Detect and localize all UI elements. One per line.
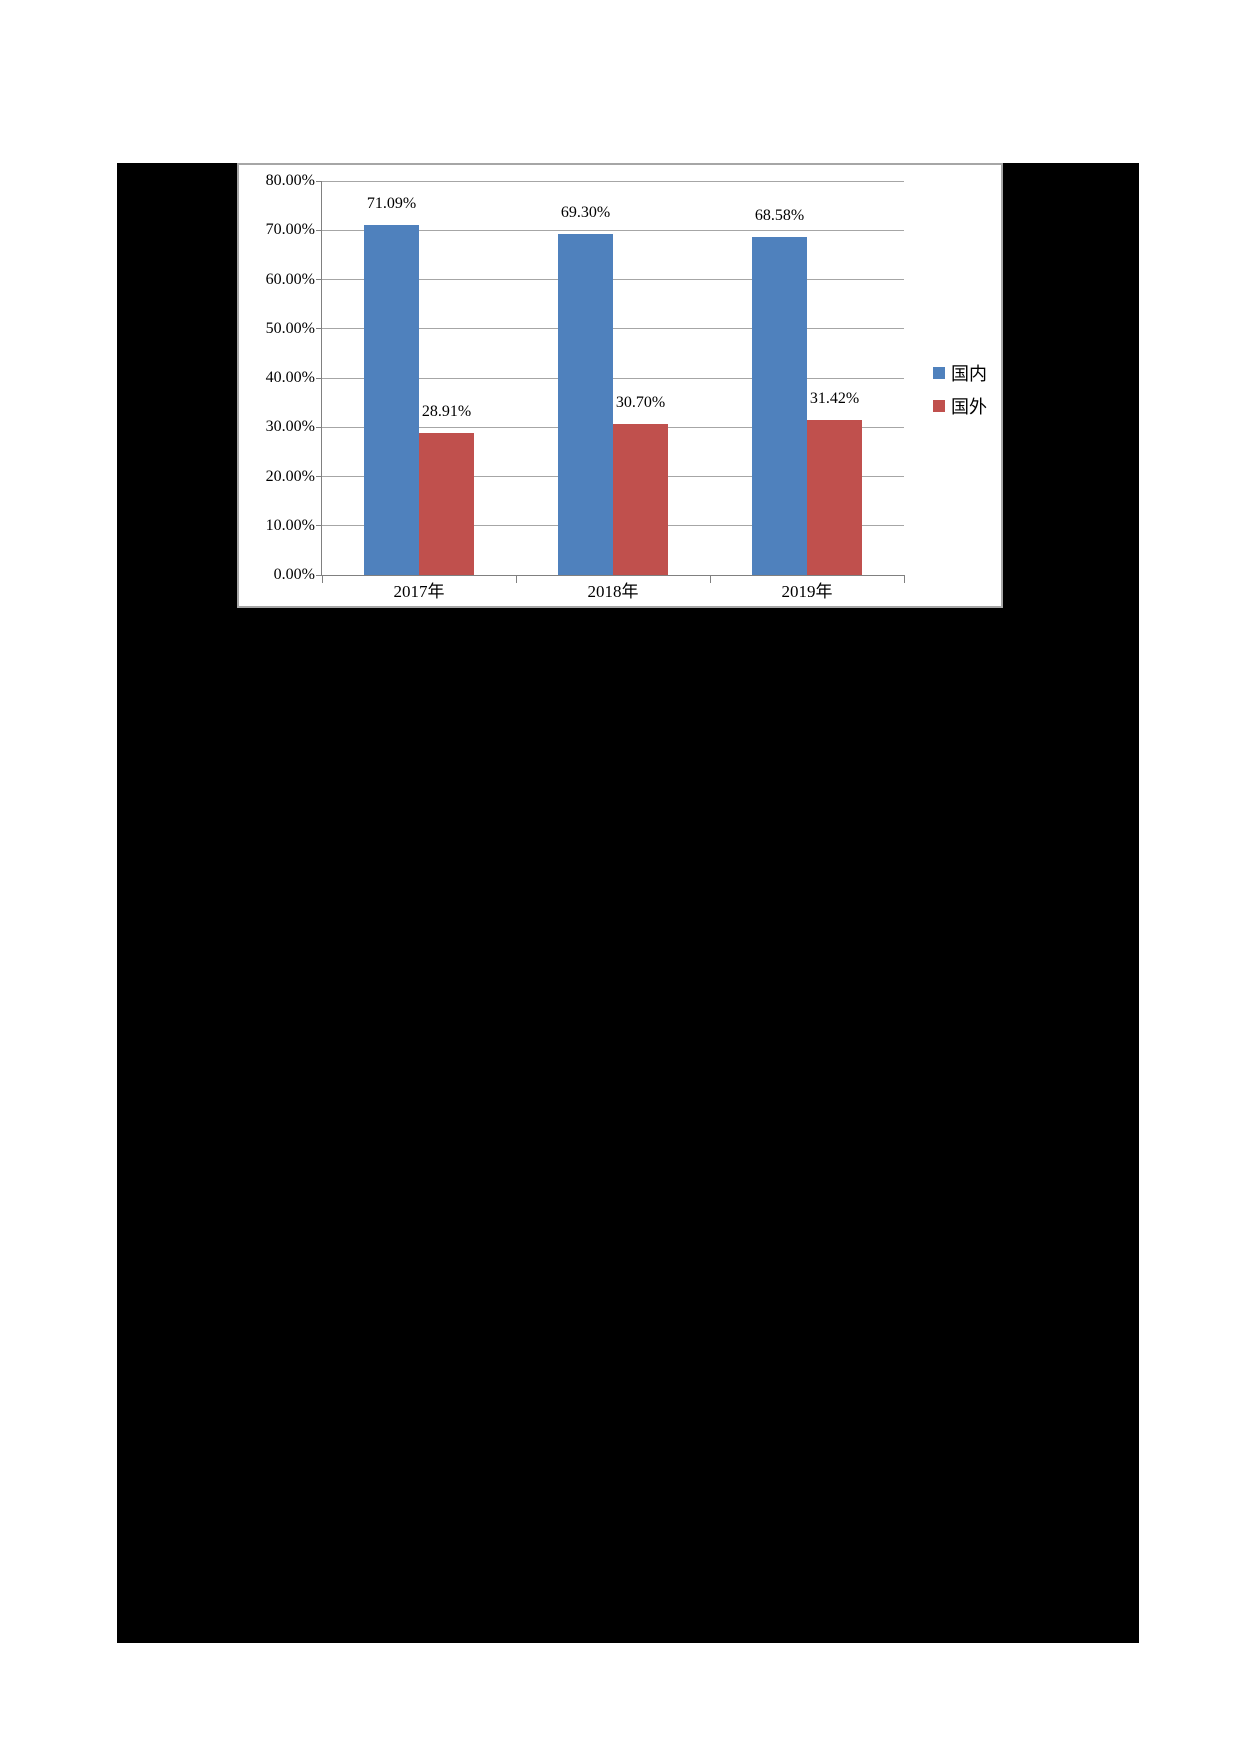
black-image-area: 0.00% 10.00% 20.00% 30.00% 40.00% 50.00% 60.00… (117, 163, 1139, 1643)
y-axis-tick-10 (316, 525, 322, 527)
y-axis-tick-60 (316, 279, 322, 280)
x-category-label-2018年: 2018年 (587, 582, 639, 601)
data-label-domestic-2018年: 69.30% (560, 203, 611, 221)
x-axis-tick-3 (903, 575, 905, 583)
bar-domestic-2018年 (558, 233, 613, 575)
plot-area: 0.00% 10.00% 20.00% 30.00% 40.00% 50.00% 60.00… (239, 165, 1001, 606)
data-label-overseas-2018年: 30.70% (615, 393, 666, 411)
y-tick-label-80: 80.00% (265, 172, 315, 189)
y-axis-line (321, 181, 322, 575)
legend-entry-overseas: 国外 (933, 396, 987, 417)
y-tick-label-40: 40.00% (265, 369, 315, 386)
chart-legend: 国内 国外 (933, 363, 987, 417)
bar-domestic-2017年 (364, 224, 419, 575)
y-axis-tick-20 (316, 476, 322, 477)
y-tick-label-50: 50.00% (265, 319, 315, 337)
y-tick-label-70: 70.00% (265, 221, 315, 239)
bar-overseas-2018年 (613, 423, 668, 575)
legend-label-overseas: 国外 (951, 397, 987, 417)
y-axis-tick-40 (316, 377, 322, 379)
y-tick-label-60: 60.00% (265, 270, 315, 288)
x-category-label-2017年: 2017年 (393, 582, 445, 601)
x-axis-tick-1 (515, 575, 517, 583)
legend-swatch-domestic (933, 367, 945, 379)
y-tick-label-20: 20.00% (265, 467, 315, 485)
data-label-domestic-2017年: 71.09% (366, 194, 417, 212)
bar-overseas-2019年 (807, 420, 862, 575)
x-axis-line (316, 575, 905, 576)
x-axis-tick-2 (709, 575, 711, 583)
y-axis-tick-30 (316, 426, 322, 428)
gridline-60 (322, 279, 904, 280)
legend-swatch-overseas (933, 400, 945, 412)
y-axis-tick-70 (316, 229, 322, 231)
y-tick-label-30: 30.00% (265, 418, 315, 436)
y-tick-label-0: 0.00% (273, 566, 315, 583)
y-axis-tick-50 (316, 328, 322, 330)
data-label-overseas-2019年: 31.42% (809, 390, 860, 408)
gridline-80 (322, 180, 904, 182)
data-label-overseas-2017年: 28.91% (421, 402, 472, 420)
x-category-label-2019年: 2019年 (781, 582, 833, 601)
gridline-70 (322, 229, 904, 231)
legend-entry-domestic: 国内 (933, 363, 987, 384)
data-label-domestic-2019年: 68.58% (754, 207, 805, 225)
gridline-40 (322, 377, 904, 379)
legend-label-domestic: 国内 (951, 364, 987, 384)
y-tick-label-10: 10.00% (265, 516, 315, 534)
bar-overseas-2017年 (419, 432, 474, 575)
bar-domestic-2019年 (752, 237, 807, 575)
y-axis-tick-80 (316, 180, 322, 182)
chart-panel: 0.00% 10.00% 20.00% 30.00% 40.00% 50.00% 60.00… (237, 163, 1003, 608)
x-axis-tick-0 (321, 575, 323, 583)
gridline-50 (322, 328, 904, 330)
